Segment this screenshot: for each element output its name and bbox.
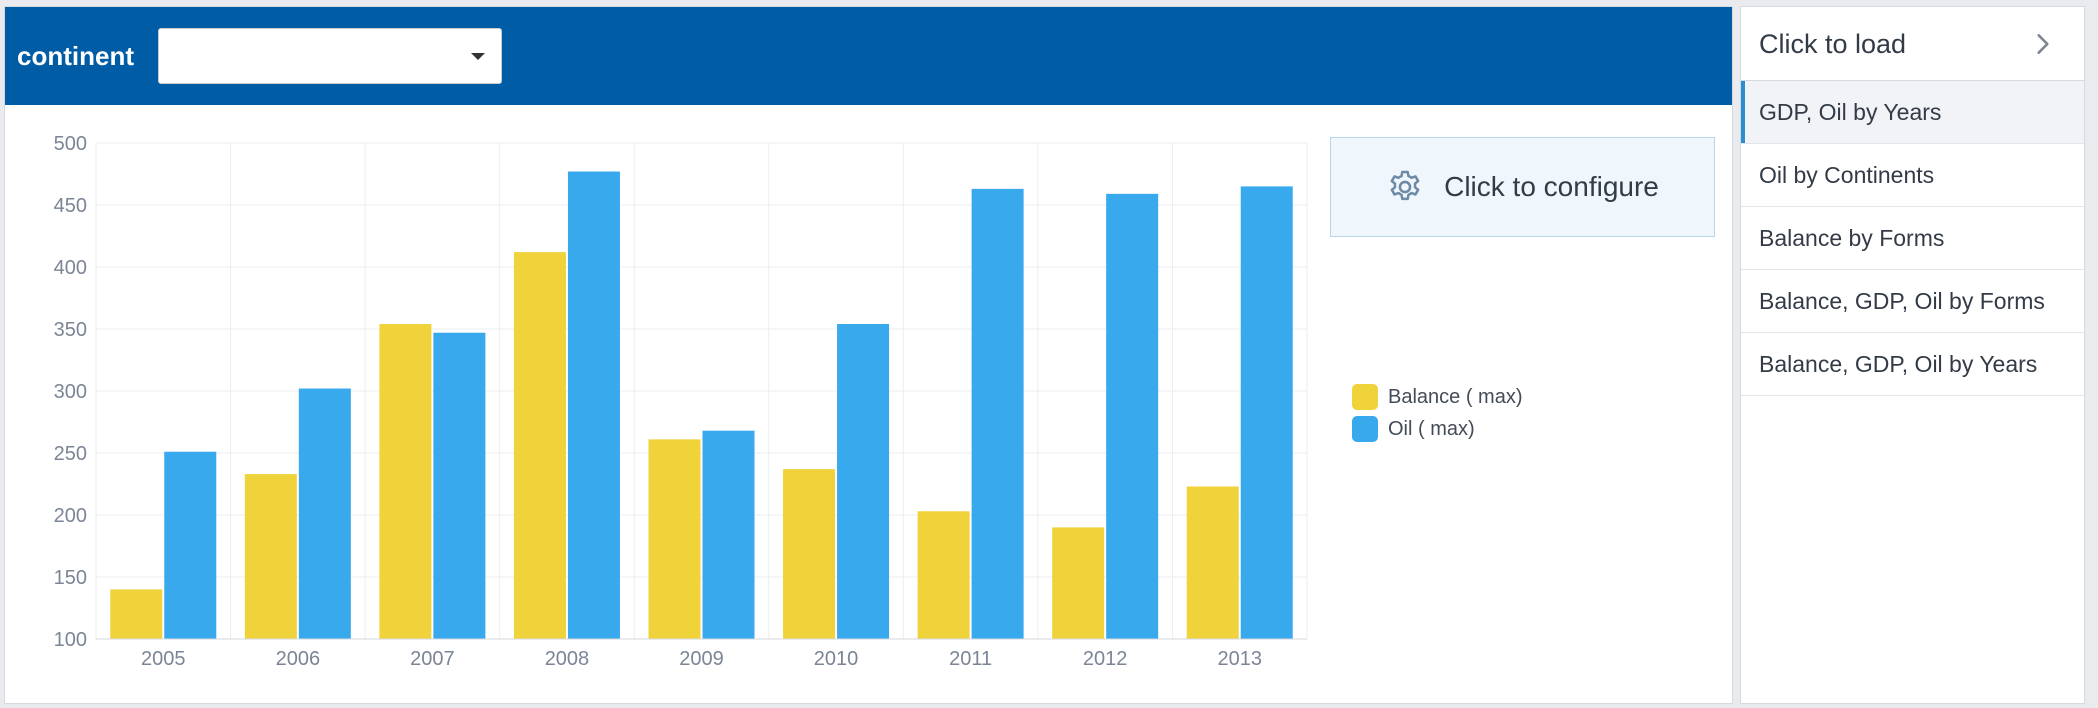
bar-balance-2011 [917,511,970,639]
y-tick-label: 450 [54,195,87,217]
report-item-label: GDP, Oil by Years [1759,99,1942,125]
x-tick-label: 2008 [545,648,590,670]
report-item-oil-by-continents[interactable]: Oil by Continents [1741,144,2084,207]
legend-label-oil: Oil ( max) [1388,417,1475,440]
x-tick-label: 2007 [410,648,455,670]
bar-balance-2006 [244,474,297,639]
y-tick-label: 200 [54,505,87,527]
chevron-down-icon [471,53,485,60]
gear-icon [1390,170,1420,201]
report-item-balance-gdp-oil-by-years[interactable]: Balance, GDP, Oil by Years [1741,333,2084,396]
bar-oil-2013 [1240,186,1293,639]
configure-button[interactable]: Click to configure [1330,137,1715,237]
chart-legend: Balance ( max) Oil ( max) [1352,381,1523,445]
report-item-balance-gdp-oil-by-forms[interactable]: Balance, GDP, Oil by Forms [1741,270,2084,333]
report-side-panel: Click to load GDP, Oil by Years Oil by C… [1740,6,2085,704]
configure-label: Click to configure [1444,171,1659,202]
bar-oil-2012 [1106,193,1159,639]
chevron-right-icon [2037,34,2049,54]
side-panel-header[interactable]: Click to load [1741,7,2084,81]
report-item-label: Balance by Forms [1759,225,1945,251]
y-tick-label: 300 [54,381,87,403]
report-item-label: Oil by Continents [1759,162,1935,188]
y-tick-label: 500 [54,133,87,155]
chart-panel: continent 100 150 200 250 300 350 400 450 500 200… [4,6,1733,704]
legend-label-balance: Balance ( max) [1388,385,1523,408]
x-tick-label: 2006 [276,648,321,670]
bar-balance-2005 [110,589,163,639]
y-tick-label: 350 [54,319,87,341]
bar-oil-2011 [971,188,1024,639]
report-item-balance-by-forms[interactable]: Balance by Forms [1741,207,2084,270]
bar-balance-2013 [1186,486,1239,639]
legend-item-oil[interactable]: Oil ( max) [1352,413,1523,445]
x-tick-label: 2011 [949,648,992,670]
bar-oil-2005 [164,451,217,639]
x-tick-label: 2013 [1217,648,1262,670]
x-tick-label: 2010 [814,648,859,670]
continent-select[interactable] [158,28,502,84]
legend-swatch-oil [1352,416,1378,442]
y-tick-label: 250 [54,443,87,465]
bar-oil-2007 [433,332,486,639]
report-item-gdp-oil-by-years[interactable]: GDP, Oil by Years [1741,81,2084,144]
filter-label: continent [17,41,134,71]
side-panel-title: Click to load [1759,29,1907,59]
x-tick-label: 2012 [1083,648,1128,670]
report-list: GDP, Oil by Years Oil by Continents Bala… [1741,81,2084,396]
bar-oil-2006 [298,388,351,639]
report-item-label: Balance, GDP, Oil by Years [1759,351,2038,377]
bar-balance-2007 [379,324,432,639]
bar-chart: 100 150 200 250 300 350 400 450 500 2005 2006 2007 2… [54,133,1308,670]
bar-oil-2009 [702,430,755,639]
x-tick-label: 2005 [141,648,186,670]
bar-balance-2008 [513,252,566,639]
legend-swatch-balance [1352,384,1378,410]
bar-balance-2009 [648,439,701,639]
y-tick-label: 100 [54,629,87,651]
y-tick-label: 150 [54,567,87,589]
filter-bar: continent [5,7,1732,105]
bar-oil-2008 [567,171,620,639]
report-item-label: Balance, GDP, Oil by Forms [1759,288,2045,314]
bar-balance-2010 [783,469,836,639]
y-tick-label: 400 [54,257,87,279]
bar-balance-2012 [1052,527,1105,639]
x-tick-label: 2009 [679,648,724,670]
bar-oil-2010 [837,324,890,639]
legend-item-balance[interactable]: Balance ( max) [1352,381,1523,413]
